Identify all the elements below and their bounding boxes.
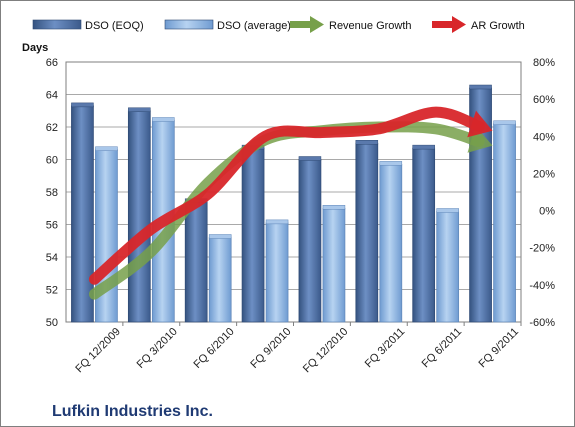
bar-eoq-2 [184,201,208,323]
legend-label-2: Revenue Growth [329,20,412,32]
legend-swatch-0 [32,19,82,30]
bar-eoq-0 [71,105,94,323]
bar-cap-avg-5 [379,161,403,166]
bar-cap-avg-0 [95,146,118,151]
y-right-tick-7: 80% [533,57,555,69]
company-title: Lufkin Industries Inc. [52,403,213,420]
legend-label-1: DSO (average) [217,20,291,32]
legend-arrow-head-3 [452,16,466,33]
y-left-tick-6: 62 [46,122,58,134]
y-right-tick-1: -40% [529,280,555,292]
y-left-tick-8: 66 [46,57,58,69]
bar-cap-avg-3 [265,219,289,225]
y-axis-left-ticks: 50 52 54 56 58 60 62 64 66 [46,57,58,329]
bar-cap-eoq-4 [298,156,322,161]
bar-avg-7 [493,123,516,323]
y-left-tick-0: 50 [46,317,58,329]
bar-eoq-5 [355,142,379,323]
bar-cap-avg-1 [152,117,175,122]
legend-swatch-1 [164,19,214,30]
y-right-tick-3: 0% [539,206,555,218]
bar-cap-eoq-5 [355,140,379,145]
bar-cap-eoq-7 [469,84,492,90]
y-right-tick-0: -60% [529,317,555,329]
y-axis-left-title: Days [22,42,48,54]
bar-cap-eoq-6 [412,144,435,150]
y-left-tick-5: 60 [46,155,58,167]
bar-eoq-4 [298,159,322,323]
bar-avg-3 [265,222,289,323]
bar-avg-6 [436,211,460,323]
bar-avg-4 [322,207,346,323]
y-right-tick-4: 20% [533,168,555,180]
y-axis-right-ticks: -60% -40% -20% 0% 20% 40% 60% 80% [529,57,555,329]
bar-eoq-6 [412,147,436,323]
legend: DSO (EOQ) DSO (average) Revenue Growth AR G… [32,16,525,33]
bar-cap-avg-7 [493,120,516,125]
growth-lines [88,106,493,300]
y-right-tick-2: -20% [529,243,555,255]
y-right-tick-6: 60% [533,94,555,106]
bar-cap-avg-2 [208,234,232,239]
bar-avg-5 [379,164,403,323]
arrowhead-ar-growth [467,110,493,138]
bar-cap-eoq-0 [71,102,94,108]
y-left-tick-4: 58 [46,187,58,199]
bar-eoq-3 [241,147,265,323]
line-ar-growth [88,106,485,285]
y-left-tick-1: 52 [46,285,58,297]
legend-label-0: DSO (EOQ) [85,20,144,32]
y-left-tick-7: 64 [46,90,58,102]
bar-avg-2 [208,237,232,323]
y-right-tick-5: 40% [533,131,555,143]
bar-cap-avg-4 [322,205,346,210]
y-left-tick-3: 56 [46,220,58,232]
bar-cap-eoq-1 [128,107,151,112]
bar-cap-avg-6 [436,208,459,213]
y-left-tick-2: 54 [46,252,58,264]
bar-eoq-1 [127,110,151,323]
legend-label-3: AR Growth [471,20,525,32]
legend-arrow-head-2 [310,16,324,33]
